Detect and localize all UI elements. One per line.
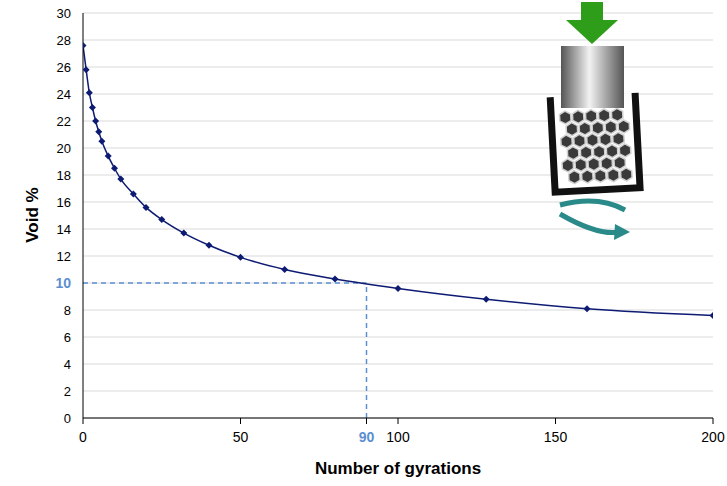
svg-text:16: 16 bbox=[57, 195, 71, 210]
svg-text:0: 0 bbox=[64, 411, 71, 426]
svg-text:6: 6 bbox=[64, 330, 71, 345]
svg-text:12: 12 bbox=[57, 249, 71, 264]
svg-text:24: 24 bbox=[57, 87, 71, 102]
svg-text:50: 50 bbox=[233, 429, 249, 445]
svg-text:30: 30 bbox=[57, 6, 71, 21]
svg-text:Number of gyrations: Number of gyrations bbox=[315, 459, 481, 478]
svg-text:20: 20 bbox=[57, 141, 71, 156]
svg-text:200: 200 bbox=[701, 429, 725, 445]
svg-text:Void %: Void % bbox=[23, 187, 42, 242]
svg-text:100: 100 bbox=[386, 429, 410, 445]
svg-text:10: 10 bbox=[55, 275, 71, 291]
svg-text:28: 28 bbox=[57, 33, 71, 48]
svg-text:18: 18 bbox=[57, 168, 71, 183]
svg-text:14: 14 bbox=[57, 222, 71, 237]
svg-text:2: 2 bbox=[64, 384, 71, 399]
svg-text:4: 4 bbox=[64, 357, 71, 372]
svg-text:150: 150 bbox=[544, 429, 568, 445]
svg-text:22: 22 bbox=[57, 114, 71, 129]
svg-text:26: 26 bbox=[57, 60, 71, 75]
svg-text:0: 0 bbox=[79, 429, 87, 445]
svg-text:90: 90 bbox=[359, 429, 375, 445]
svg-text:8: 8 bbox=[64, 303, 71, 318]
